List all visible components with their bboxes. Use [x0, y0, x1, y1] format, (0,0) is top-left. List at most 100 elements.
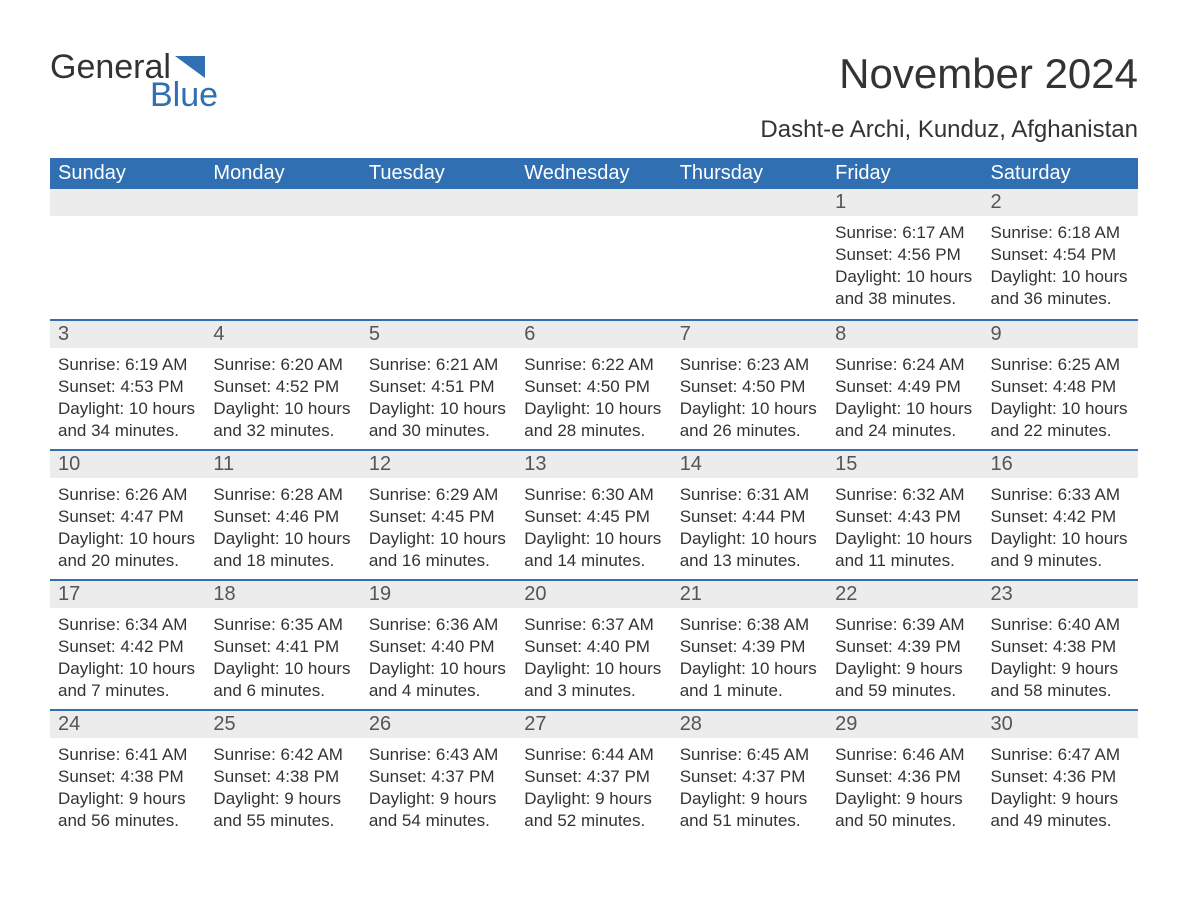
calendar-cell: 15Sunrise: 6:32 AMSunset: 4:43 PMDayligh… — [827, 449, 982, 579]
day-body: Sunrise: 6:43 AMSunset: 4:37 PMDaylight:… — [361, 738, 516, 836]
day-number: 7 — [672, 319, 827, 348]
day-body: Sunrise: 6:33 AMSunset: 4:42 PMDaylight:… — [983, 478, 1138, 576]
calendar-cell — [361, 189, 516, 319]
calendar-cell: 19Sunrise: 6:36 AMSunset: 4:40 PMDayligh… — [361, 579, 516, 709]
day-number: 23 — [983, 579, 1138, 608]
daylight-text: Daylight: 10 hours and 14 minutes. — [524, 528, 663, 572]
day-number — [50, 189, 205, 216]
sunset-text: Sunset: 4:47 PM — [58, 506, 197, 528]
sunrise-text: Sunrise: 6:44 AM — [524, 744, 663, 766]
day-header: Saturday — [983, 158, 1138, 189]
calendar-cell: 25Sunrise: 6:42 AMSunset: 4:38 PMDayligh… — [205, 709, 360, 839]
calendar-cell: 1Sunrise: 6:17 AMSunset: 4:56 PMDaylight… — [827, 189, 982, 319]
daylight-text: Daylight: 10 hours and 34 minutes. — [58, 398, 197, 442]
calendar-cell: 27Sunrise: 6:44 AMSunset: 4:37 PMDayligh… — [516, 709, 671, 839]
sunset-text: Sunset: 4:45 PM — [369, 506, 508, 528]
sunset-text: Sunset: 4:50 PM — [680, 376, 819, 398]
calendar-body: 1Sunrise: 6:17 AMSunset: 4:56 PMDaylight… — [50, 189, 1138, 839]
day-body: Sunrise: 6:25 AMSunset: 4:48 PMDaylight:… — [983, 348, 1138, 446]
calendar-cell — [672, 189, 827, 319]
sunset-text: Sunset: 4:56 PM — [835, 244, 974, 266]
sunrise-text: Sunrise: 6:46 AM — [835, 744, 974, 766]
calendar-cell: 28Sunrise: 6:45 AMSunset: 4:37 PMDayligh… — [672, 709, 827, 839]
day-number: 15 — [827, 449, 982, 478]
calendar-cell: 30Sunrise: 6:47 AMSunset: 4:36 PMDayligh… — [983, 709, 1138, 839]
daylight-text: Daylight: 10 hours and 11 minutes. — [835, 528, 974, 572]
sunset-text: Sunset: 4:38 PM — [213, 766, 352, 788]
calendar-head: SundayMondayTuesdayWednesdayThursdayFrid… — [50, 158, 1138, 189]
daylight-text: Daylight: 10 hours and 13 minutes. — [680, 528, 819, 572]
sunset-text: Sunset: 4:41 PM — [213, 636, 352, 658]
calendar-cell: 5Sunrise: 6:21 AMSunset: 4:51 PMDaylight… — [361, 319, 516, 449]
daylight-text: Daylight: 10 hours and 36 minutes. — [991, 266, 1130, 310]
daylight-text: Daylight: 10 hours and 38 minutes. — [835, 266, 974, 310]
day-number: 26 — [361, 709, 516, 738]
sunrise-text: Sunrise: 6:43 AM — [369, 744, 508, 766]
day-header: Wednesday — [516, 158, 671, 189]
day-body: Sunrise: 6:26 AMSunset: 4:47 PMDaylight:… — [50, 478, 205, 576]
calendar-cell: 6Sunrise: 6:22 AMSunset: 4:50 PMDaylight… — [516, 319, 671, 449]
day-header: Thursday — [672, 158, 827, 189]
day-number: 18 — [205, 579, 360, 608]
day-body: Sunrise: 6:37 AMSunset: 4:40 PMDaylight:… — [516, 608, 671, 706]
sunset-text: Sunset: 4:38 PM — [58, 766, 197, 788]
calendar-cell — [50, 189, 205, 319]
sunrise-text: Sunrise: 6:25 AM — [991, 354, 1130, 376]
sunset-text: Sunset: 4:37 PM — [524, 766, 663, 788]
day-body: Sunrise: 6:23 AMSunset: 4:50 PMDaylight:… — [672, 348, 827, 446]
sunrise-text: Sunrise: 6:36 AM — [369, 614, 508, 636]
sunset-text: Sunset: 4:50 PM — [524, 376, 663, 398]
day-number: 12 — [361, 449, 516, 478]
day-number: 17 — [50, 579, 205, 608]
day-body: Sunrise: 6:17 AMSunset: 4:56 PMDaylight:… — [827, 216, 982, 314]
sunrise-text: Sunrise: 6:22 AM — [524, 354, 663, 376]
calendar-cell: 26Sunrise: 6:43 AMSunset: 4:37 PMDayligh… — [361, 709, 516, 839]
calendar-cell: 22Sunrise: 6:39 AMSunset: 4:39 PMDayligh… — [827, 579, 982, 709]
sunrise-text: Sunrise: 6:35 AM — [213, 614, 352, 636]
daylight-text: Daylight: 10 hours and 6 minutes. — [213, 658, 352, 702]
calendar-cell — [516, 189, 671, 319]
day-number: 22 — [827, 579, 982, 608]
sunset-text: Sunset: 4:52 PM — [213, 376, 352, 398]
day-header: Sunday — [50, 158, 205, 189]
calendar-cell: 10Sunrise: 6:26 AMSunset: 4:47 PMDayligh… — [50, 449, 205, 579]
day-body: Sunrise: 6:36 AMSunset: 4:40 PMDaylight:… — [361, 608, 516, 706]
daylight-text: Daylight: 9 hours and 52 minutes. — [524, 788, 663, 832]
day-body: Sunrise: 6:41 AMSunset: 4:38 PMDaylight:… — [50, 738, 205, 836]
sunset-text: Sunset: 4:51 PM — [369, 376, 508, 398]
day-body: Sunrise: 6:21 AMSunset: 4:51 PMDaylight:… — [361, 348, 516, 446]
day-number — [361, 189, 516, 216]
day-body: Sunrise: 6:38 AMSunset: 4:39 PMDaylight:… — [672, 608, 827, 706]
day-body: Sunrise: 6:46 AMSunset: 4:36 PMDaylight:… — [827, 738, 982, 836]
day-number — [205, 189, 360, 216]
sunrise-text: Sunrise: 6:24 AM — [835, 354, 974, 376]
sunset-text: Sunset: 4:38 PM — [991, 636, 1130, 658]
day-body: Sunrise: 6:44 AMSunset: 4:37 PMDaylight:… — [516, 738, 671, 836]
day-number: 6 — [516, 319, 671, 348]
daylight-text: Daylight: 9 hours and 49 minutes. — [991, 788, 1130, 832]
sunrise-text: Sunrise: 6:26 AM — [58, 484, 197, 506]
day-number: 21 — [672, 579, 827, 608]
sunset-text: Sunset: 4:40 PM — [369, 636, 508, 658]
day-number: 30 — [983, 709, 1138, 738]
day-body: Sunrise: 6:22 AMSunset: 4:50 PMDaylight:… — [516, 348, 671, 446]
day-number: 10 — [50, 449, 205, 478]
sunrise-text: Sunrise: 6:19 AM — [58, 354, 197, 376]
day-body: Sunrise: 6:45 AMSunset: 4:37 PMDaylight:… — [672, 738, 827, 836]
sunrise-text: Sunrise: 6:29 AM — [369, 484, 508, 506]
brand-logo: General Blue — [50, 50, 218, 112]
day-body: Sunrise: 6:20 AMSunset: 4:52 PMDaylight:… — [205, 348, 360, 446]
sunset-text: Sunset: 4:45 PM — [524, 506, 663, 528]
sunrise-text: Sunrise: 6:39 AM — [835, 614, 974, 636]
sunrise-text: Sunrise: 6:23 AM — [680, 354, 819, 376]
day-body: Sunrise: 6:19 AMSunset: 4:53 PMDaylight:… — [50, 348, 205, 446]
sunrise-text: Sunrise: 6:45 AM — [680, 744, 819, 766]
calendar-cell: 17Sunrise: 6:34 AMSunset: 4:42 PMDayligh… — [50, 579, 205, 709]
sunrise-text: Sunrise: 6:37 AM — [524, 614, 663, 636]
daylight-text: Daylight: 10 hours and 16 minutes. — [369, 528, 508, 572]
location: Dasht-e Archi, Kunduz, Afghanistan — [760, 116, 1138, 144]
daylight-text: Daylight: 10 hours and 28 minutes. — [524, 398, 663, 442]
daylight-text: Daylight: 10 hours and 20 minutes. — [58, 528, 197, 572]
sunset-text: Sunset: 4:42 PM — [991, 506, 1130, 528]
day-number: 29 — [827, 709, 982, 738]
